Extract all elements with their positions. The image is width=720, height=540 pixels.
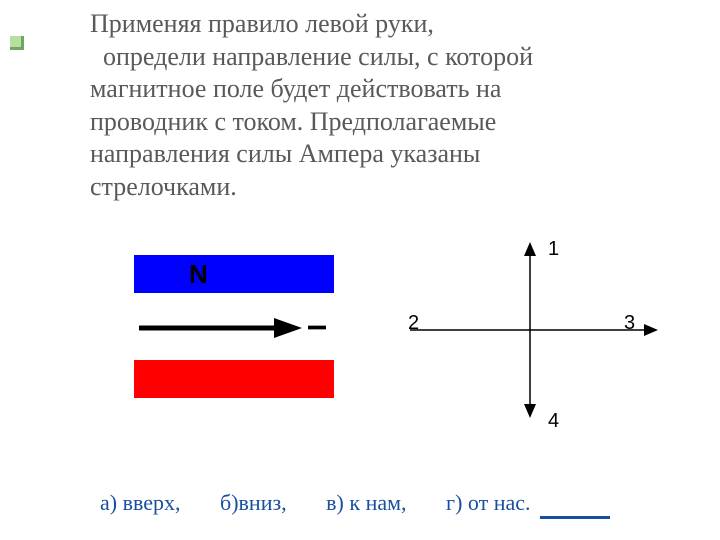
q-line4: проводник с током. Предполагаемые [90,107,496,136]
current-arrow-head [274,318,302,338]
magnet-south-bar [134,360,334,398]
answer-a: а) вверх, [100,490,181,516]
axis-label-3: 3 [624,312,635,335]
q-line1: Применяя правило левой руки, [90,9,434,38]
q-line5: направления силы Ампера указаны [90,139,480,168]
q-line2: определи направление силы, с которой [90,42,533,71]
slide-page: Применяя правило левой руки, определи на… [0,0,720,540]
answer-b: б)вниз, [220,490,287,516]
axis-label-2: 2 [408,312,419,335]
axis-right-arrowhead [644,324,658,336]
answer-underline [540,516,610,519]
answer-v: в) к нам, [326,490,406,516]
q-line6: стрелочками. [90,172,237,201]
question-text: Применяя правило левой руки, определи на… [90,8,670,203]
answer-options: а) вверх, б)вниз, в) к нам, г) от нас. [100,490,660,516]
axis-label-1: 1 [548,238,559,261]
axis-down-arrowhead [524,404,536,418]
current-label: I [302,324,333,331]
magnet-svg: N [124,250,354,420]
answer-g: г) от нас. [446,490,530,516]
axis-label-4: 4 [548,410,559,433]
magnet-north-label: N [189,259,208,289]
magnet-north-bar [134,255,334,293]
axes-diagram: 1 2 3 4 [400,230,680,450]
bullet-marker [10,36,24,50]
axes-svg [400,230,680,450]
axis-up-arrowhead [524,242,536,256]
q-line3: магнитное поле будет действовать на [90,74,501,103]
magnet-diagram: N I [124,250,354,420]
